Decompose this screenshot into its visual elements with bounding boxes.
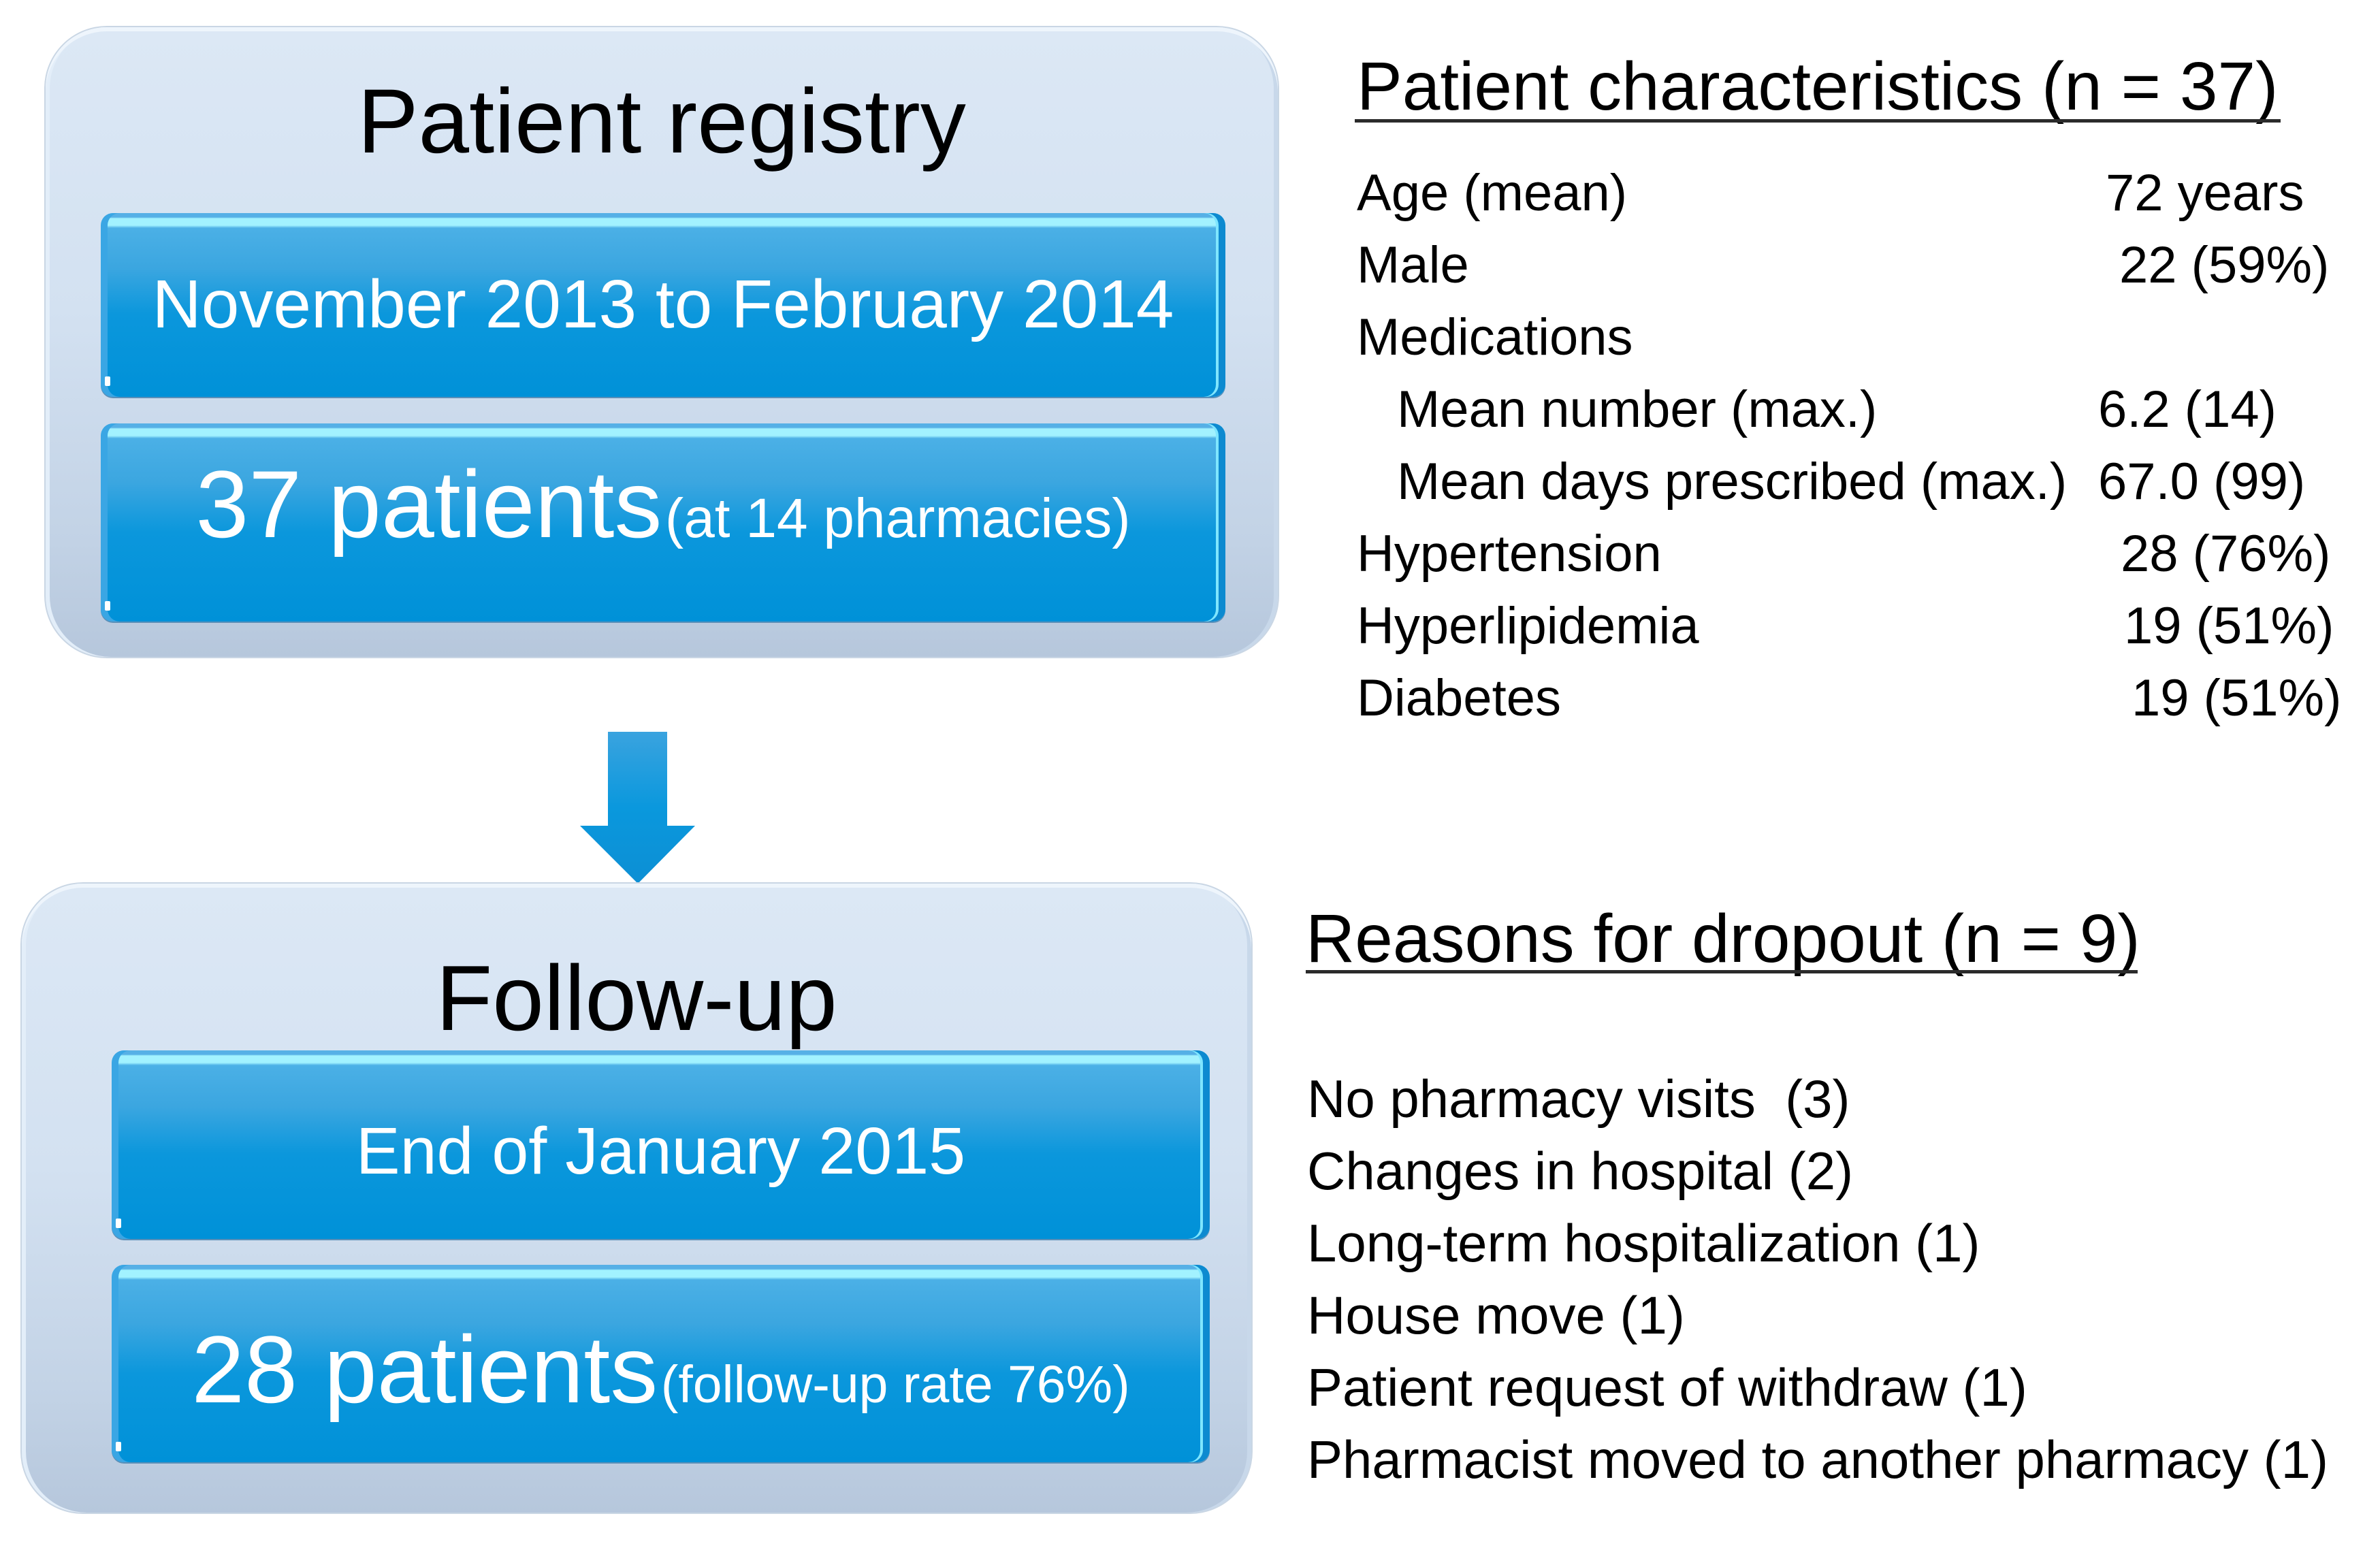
follow-up-count-line: 28 patients (follow-up rate 76%) <box>112 1322 1210 1417</box>
box-corner-mark <box>105 601 110 611</box>
registry-period-box: November 2013 to February 2014 <box>101 213 1225 397</box>
registry-count-note: (at 14 pharmacies) <box>664 487 1131 549</box>
char-row-label: Mean days prescribed (max.) <box>1397 453 2068 511</box>
dropout-item: Changes in hospital (2) <box>1307 1141 1854 1201</box>
char-row-value: 6.2 (14) <box>2098 381 2277 438</box>
follow-up-count-box: 28 patients (follow-up rate 76%) <box>112 1265 1210 1462</box>
down-arrow-icon <box>580 732 695 884</box>
char-row-label: Diabetes <box>1357 669 1561 727</box>
registry-period-text: November 2013 to February 2014 <box>152 266 1174 342</box>
follow-up-date-text: End of January 2015 <box>355 1114 966 1188</box>
patient-registry-title: Patient registry <box>357 71 966 172</box>
dropout-item: Pharmacist moved to another pharmacy (1) <box>1307 1430 2328 1489</box>
box-corner-mark <box>116 1219 121 1228</box>
char-row-label: Mean number (max.) <box>1397 381 1878 438</box>
dropout-item: House move (1) <box>1307 1285 1685 1345</box>
follow-up-count-note: (follow-up rate 76%) <box>660 1355 1130 1414</box>
registry-count-main: 37 patients <box>195 451 662 558</box>
characteristics-heading-underline <box>1355 119 2281 123</box>
dropout-item: Patient request of withdraw (1) <box>1307 1357 2027 1417</box>
char-row-value: 72 years <box>2106 164 2304 222</box>
char-row-value: 19 (51%) <box>2132 669 2342 727</box>
characteristics-heading: Patient characteristics (n = 37) <box>1357 48 2279 125</box>
registry-count-box: 37 patients (at 14 pharmacies) <box>101 423 1225 622</box>
dropout-heading-underline <box>1306 970 2138 973</box>
dropout-heading: Reasons for dropout (n = 9) <box>1306 901 2140 977</box>
char-row-value: 28 (76%) <box>2121 525 2331 583</box>
char-row-value: 22 (59%) <box>2119 236 2330 294</box>
char-row-label: Hypertension <box>1357 525 1662 583</box>
char-row-label: Hyperlipidemia <box>1357 597 1699 655</box>
char-row-value: 67.0 (99) <box>2098 453 2306 511</box>
box-corner-mark <box>116 1442 121 1451</box>
box-corner-mark <box>105 376 110 386</box>
follow-up-date-box: End of January 2015 <box>112 1050 1210 1239</box>
dropout-item: No pharmacy visits (3) <box>1307 1069 1850 1129</box>
char-row-value: 19 (51%) <box>2124 597 2334 655</box>
registry-count-line: 37 patients (at 14 pharmacies) <box>101 457 1225 552</box>
char-row-label: Age (mean) <box>1357 164 1628 222</box>
char-row-label: Male <box>1357 236 1469 294</box>
char-row-label: Medications <box>1357 308 1633 366</box>
follow-up-title: Follow-up <box>436 946 837 1050</box>
dropout-item: Long-term hospitalization (1) <box>1307 1213 1980 1273</box>
follow-up-count-main: 28 patients <box>191 1316 658 1423</box>
